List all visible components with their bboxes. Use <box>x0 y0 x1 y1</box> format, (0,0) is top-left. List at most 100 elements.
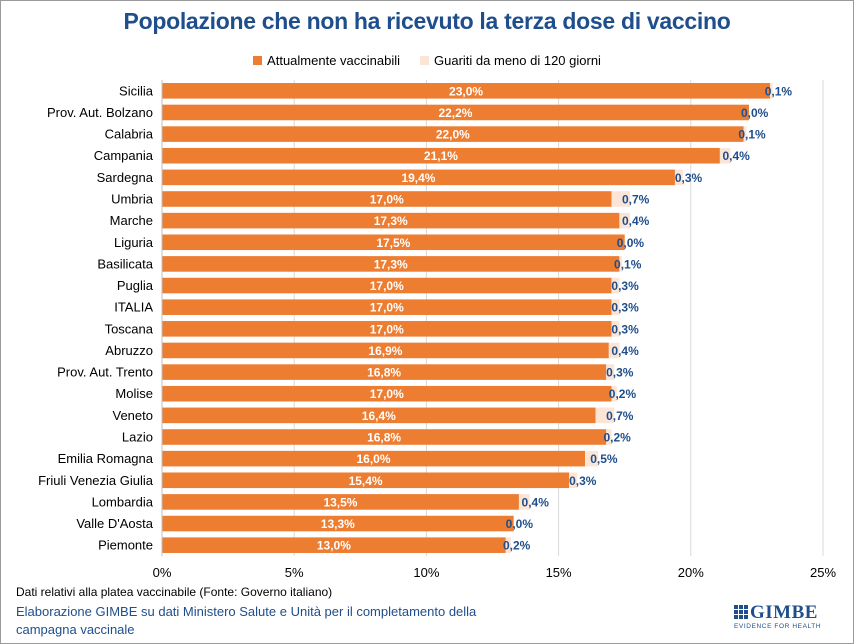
x-tick-label: 20% <box>678 565 704 580</box>
legend-swatch-vaccinabili <box>253 56 263 65</box>
bar-value-label: 13,3% <box>321 517 355 531</box>
guariti-value-label: 0,3% <box>675 171 703 185</box>
bar-value-label: 16,4% <box>362 409 396 423</box>
bar-value-label: 16,9% <box>368 344 402 358</box>
guariti-value-label: 0,4% <box>611 344 639 358</box>
logo-subtitle: EVIDENCE FOR HEALTH <box>734 623 822 630</box>
guariti-value-label: 0,1% <box>614 257 642 271</box>
bar-vaccinabili <box>162 385 612 402</box>
bar-guariti <box>611 321 620 337</box>
category-label: Veneto <box>113 408 154 423</box>
guariti-value-label: 0,0% <box>506 517 534 531</box>
bar-guariti <box>743 126 747 142</box>
bar-vaccinabili <box>162 515 514 532</box>
bar-vaccinabili <box>162 277 612 294</box>
x-tick-label: 15% <box>546 565 572 580</box>
category-label: Piemonte <box>98 538 153 553</box>
bar-guariti <box>611 299 620 315</box>
bar-vaccinabili <box>162 147 720 164</box>
bar-guariti <box>505 537 512 553</box>
x-tick-label: 0% <box>153 565 172 580</box>
chart-title: Popolazione che non ha ricevuto la terza… <box>123 8 731 34</box>
guariti-value-label: 0,3% <box>611 301 639 315</box>
guariti-value-label: 0,4% <box>522 495 550 509</box>
bar-value-label: 16,8% <box>367 366 401 380</box>
bar-guariti <box>674 169 683 186</box>
credit-text: Elaborazione GIMBE su dati Ministero Sal… <box>16 604 477 637</box>
bar-guariti <box>611 191 630 207</box>
bar-value-label: 17,0% <box>370 301 404 315</box>
legend-label-guariti: Guariti da meno di 120 giorni <box>434 53 601 68</box>
bar-vaccinabili <box>162 299 612 315</box>
category-label: Liguria <box>114 235 154 250</box>
bar-value-label: 17,5% <box>376 236 410 250</box>
guariti-value-label: 0,3% <box>611 322 639 336</box>
bar-value-label: 15,4% <box>349 474 383 488</box>
bar-value-label: 17,3% <box>374 214 408 228</box>
bar-value-label: 17,0% <box>370 387 404 401</box>
category-label: Calabria <box>105 127 154 142</box>
guariti-value-label: 0,4% <box>622 214 650 228</box>
bar-value-label: 22,2% <box>438 106 472 120</box>
bar-vaccinabili <box>162 191 612 207</box>
category-label: Puglia <box>117 278 154 293</box>
bar-guariti <box>606 429 612 445</box>
guariti-value-label: 0,2% <box>503 539 531 553</box>
category-label: Sicilia <box>119 83 154 98</box>
bar-value-label: 13,0% <box>317 539 351 553</box>
guariti-value-label: 0,3% <box>606 366 634 380</box>
bar-vaccinabili <box>162 169 675 186</box>
bar-guariti <box>619 256 623 272</box>
bar-vaccinabili <box>162 364 607 380</box>
category-label: Prov. Aut. Trento <box>57 365 153 380</box>
category-label: Basilicata <box>97 256 153 271</box>
bar-value-label: 17,0% <box>370 193 404 207</box>
guariti-value-label: 0,1% <box>765 84 793 98</box>
bar-value-label: 17,0% <box>370 322 404 336</box>
guariti-value-label: 0,5% <box>590 452 618 466</box>
guariti-value-label: 0,3% <box>611 279 639 293</box>
x-tick-label: 5% <box>285 565 304 580</box>
bar-value-label: 22,0% <box>436 128 470 142</box>
data-note: Dati relativi alla platea vaccinabile (F… <box>16 585 333 599</box>
logo-mark-icon <box>734 605 748 619</box>
guariti-value-label: 0,1% <box>738 128 766 142</box>
bar-vaccinabili <box>162 126 744 142</box>
bar-vaccinabili <box>162 321 612 337</box>
bar-value-label: 16,8% <box>367 431 401 445</box>
category-label: Lazio <box>122 430 153 445</box>
logo-name: GIMBE <box>750 602 818 623</box>
bar-guariti <box>619 212 630 229</box>
category-label: Marche <box>110 213 153 228</box>
x-tick-label: 25% <box>810 565 836 580</box>
guariti-value-label: 0,0% <box>741 106 769 120</box>
category-label: ITALIA <box>114 300 153 315</box>
bar-value-label: 21,1% <box>424 149 458 163</box>
chart-legend: Attualmente vaccinabili Guariti da meno … <box>0 53 854 68</box>
bar-guariti <box>611 277 620 294</box>
category-label: Abruzzo <box>105 343 153 358</box>
legend-swatch-guariti <box>420 56 430 65</box>
gimbe-logo: GIMBE EVIDENCE FOR HEALTH <box>734 602 828 635</box>
category-label: Lombardia <box>92 494 154 509</box>
bar-vaccinabili <box>162 472 570 489</box>
bar-vaccinabili <box>162 234 625 251</box>
bar-vaccinabili <box>162 494 519 510</box>
bar-vaccinabili <box>162 342 609 359</box>
bar-vaccinabili <box>162 104 749 121</box>
bar-guariti <box>611 385 617 402</box>
bar-value-label: 17,3% <box>374 257 408 271</box>
category-label: Emilia Romagna <box>58 451 154 466</box>
bar-vaccinabili <box>162 407 596 424</box>
bar-guariti <box>719 147 731 164</box>
guariti-value-label: 0,2% <box>609 387 637 401</box>
bar-guariti <box>770 83 773 99</box>
category-label: Molise <box>115 386 153 401</box>
bar-value-label: 19,4% <box>401 171 435 185</box>
guariti-value-label: 0,7% <box>606 409 634 423</box>
x-tick-label: 10% <box>413 565 439 580</box>
bar-guariti <box>569 472 578 489</box>
legend-item-guariti: Guariti da meno di 120 giorni <box>420 53 601 68</box>
bar-value-label: 23,0% <box>449 84 483 98</box>
